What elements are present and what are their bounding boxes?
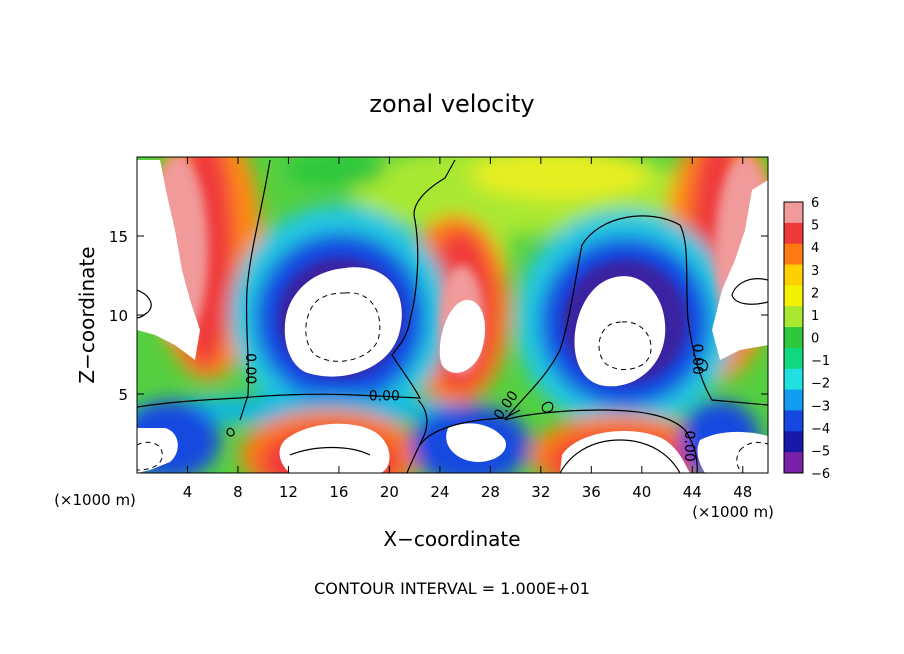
contour-label: 0.00 xyxy=(242,353,258,384)
colorbar: 6 5 4 3 2 1 0 −1 −2 −3 −4 −5 −6 xyxy=(783,196,830,482)
x-axis: 4 8 12 16 20 24 28 32 36 40 44 48 xyxy=(183,157,752,501)
x-tick-label: 28 xyxy=(481,483,500,501)
colorbar-swatch xyxy=(784,243,803,266)
velocity-field: 0.000.000.000.000.00 xyxy=(137,157,768,473)
colorbar-swatch xyxy=(784,347,803,370)
x-tick-label: 44 xyxy=(683,483,702,501)
y-tick-label: 5 xyxy=(118,386,128,404)
colorbar-swatch xyxy=(784,285,803,307)
colorbar-swatch xyxy=(784,368,803,391)
colorbar-tick-label: 5 xyxy=(811,219,819,234)
x-tick-label: 8 xyxy=(233,483,243,501)
colorbar-tick-label: −2 xyxy=(811,377,830,392)
colorbar-swatch xyxy=(784,452,803,474)
y-axis-label: Z−coordinate xyxy=(75,246,99,383)
colorbar-frame xyxy=(783,201,804,474)
y-tick-label: 10 xyxy=(109,307,128,325)
x-unit-left: (×1000 m) xyxy=(54,491,136,509)
colorbar-tick-label: 2 xyxy=(811,286,819,301)
colorbar-tick-label: 1 xyxy=(811,309,819,324)
chart-title: zonal velocity xyxy=(369,90,534,118)
colorbar-swatch xyxy=(784,327,803,349)
x-tick-label: 32 xyxy=(531,483,550,501)
x-unit-right: (×1000 m) xyxy=(692,503,774,521)
contour-label: 0.00 xyxy=(681,431,697,462)
colorbar-swatch xyxy=(784,431,803,453)
colorbar-tick-label: −6 xyxy=(811,467,830,482)
contour-label: 0.00 xyxy=(369,389,400,405)
colorbar-tick-label: −4 xyxy=(811,422,830,437)
colorbar-tick-label: 0 xyxy=(811,332,819,347)
y-axis: 5 10 15 xyxy=(109,228,768,404)
colorbar-tick-label: 4 xyxy=(811,241,819,256)
contour-interval-note: CONTOUR INTERVAL = 1.000E+01 xyxy=(314,579,590,598)
x-tick-label: 24 xyxy=(430,483,449,501)
colorbar-tick-label: −5 xyxy=(811,444,830,459)
colorbar-swatch xyxy=(784,389,803,411)
colorbar-swatch xyxy=(784,410,803,432)
x-tick-label: 12 xyxy=(279,483,298,501)
colorbar-swatch xyxy=(784,222,803,245)
x-axis-label: X−coordinate xyxy=(383,527,520,551)
contour-label: 0.00 xyxy=(689,344,705,375)
colorbar-tick-label: −3 xyxy=(811,399,830,414)
colorbar-tick-label: 3 xyxy=(811,264,819,279)
colorbar-swatch xyxy=(784,202,803,224)
colorbar-tick-label: −1 xyxy=(811,354,830,369)
x-tick-label: 20 xyxy=(380,483,399,501)
x-tick-label: 16 xyxy=(329,483,348,501)
x-tick-label: 40 xyxy=(632,483,651,501)
x-tick-label: 36 xyxy=(582,483,601,501)
colorbar-swatch xyxy=(784,264,803,286)
colorbar-swatch xyxy=(784,306,803,328)
y-tick-label: 15 xyxy=(109,228,128,246)
colorbar-tick-label: 6 xyxy=(811,196,819,211)
x-tick-label: 4 xyxy=(183,483,193,501)
x-tick-label: 48 xyxy=(733,483,752,501)
